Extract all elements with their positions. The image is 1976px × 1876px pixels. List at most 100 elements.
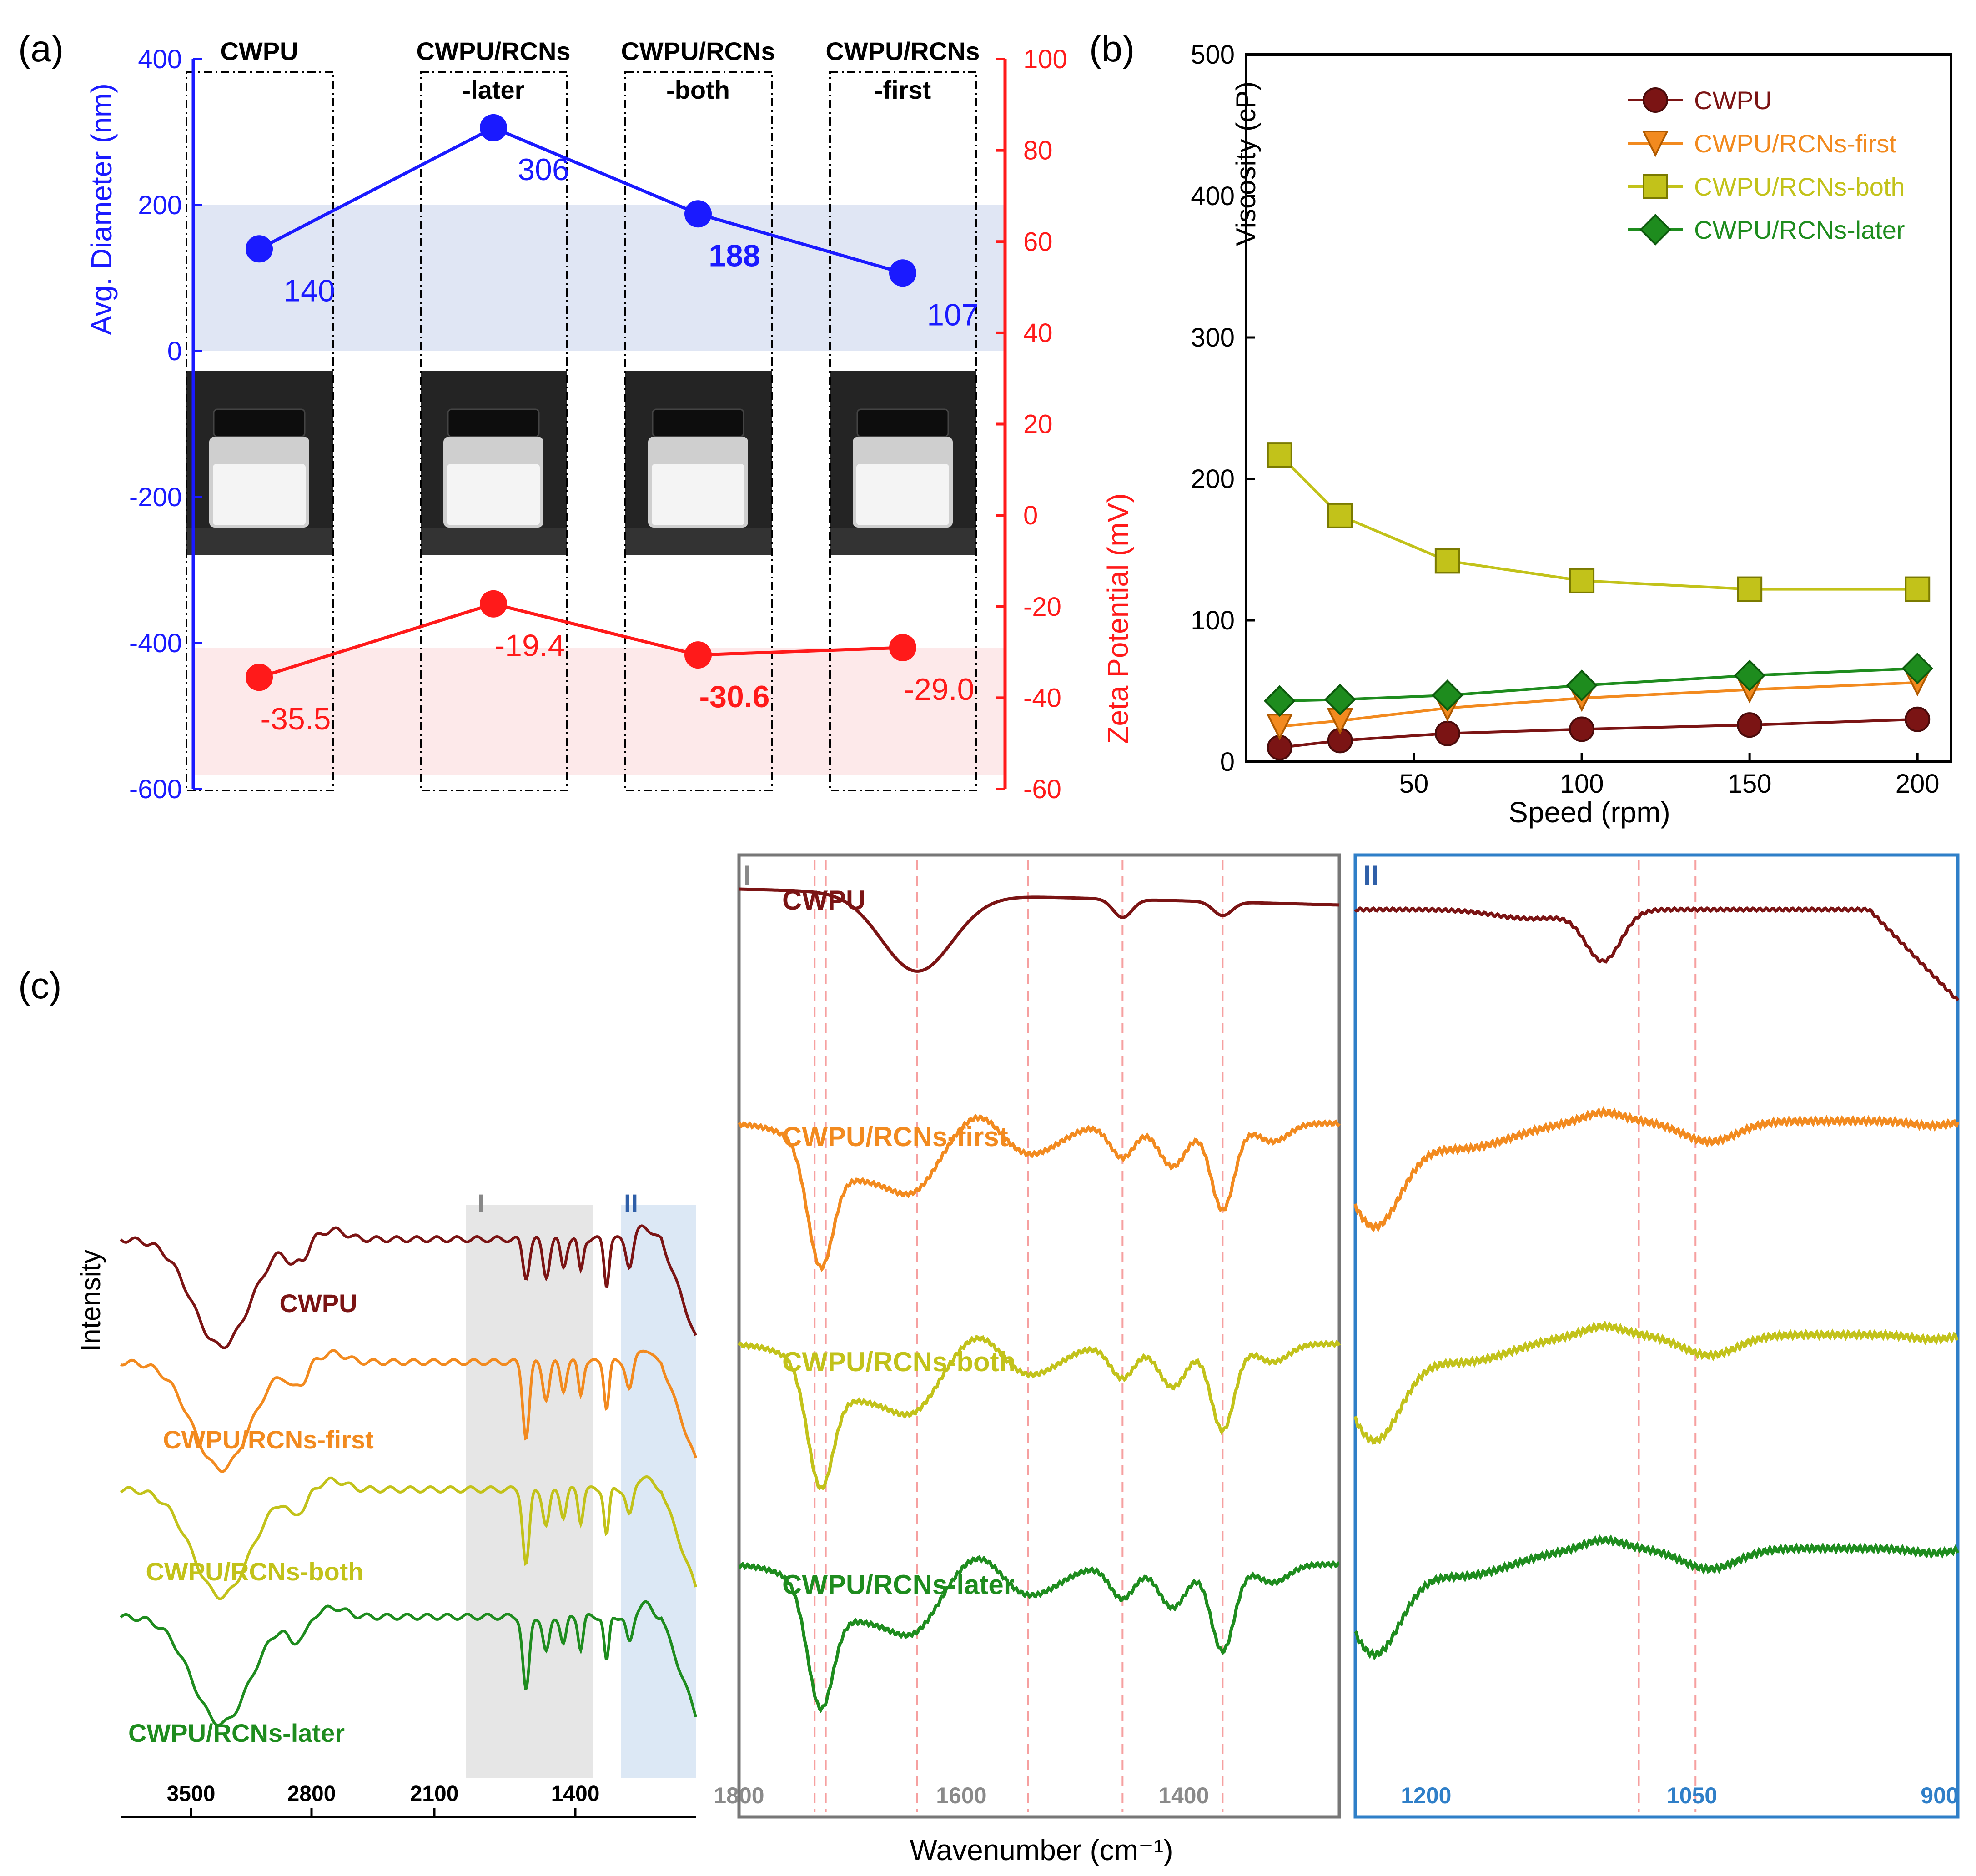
b-legend: CWPU CWPU/RCNs-first CWPU/RCNs-both CWPU/RC… bbox=[1628, 86, 1905, 246]
panel-c-label: (c) bbox=[18, 965, 62, 1006]
panel-a: (a) CWPU CWPU/RCNs-laterCWPU/RCNs-bothCWP… bbox=[18, 28, 1134, 804]
a-group-header-1-line-1: CWPU bbox=[220, 37, 298, 65]
c-zoomI-series-label: CWPU/RCNs-first bbox=[782, 1122, 1008, 1152]
b-x-tick-label: 150 bbox=[1728, 769, 1772, 799]
b-series-line bbox=[1279, 718, 1918, 749]
a-diameter-label: 306 bbox=[518, 152, 569, 187]
b-y-tick-label: 200 bbox=[1191, 464, 1235, 494]
b-point bbox=[1734, 659, 1765, 692]
c-zoomII-tick-label: 1050 bbox=[1667, 1783, 1717, 1808]
c-full-series-label: CWPU/RCNs-both bbox=[146, 1557, 363, 1586]
c-region-II-label: II bbox=[624, 1189, 638, 1217]
b-point bbox=[1324, 684, 1356, 715]
c-zoomI-series-label: CWPU/RCNs-later bbox=[782, 1569, 1014, 1600]
c-full-tick-label: 3500 bbox=[167, 1782, 216, 1806]
a-group-box-3 bbox=[624, 71, 773, 791]
a-group-box-2 bbox=[420, 71, 568, 791]
a-left-tick-label: 0 bbox=[167, 337, 182, 366]
b-y-tick-label: 300 bbox=[1191, 323, 1235, 352]
a-group-header-4-line-2: -first bbox=[875, 75, 931, 104]
a-diameter-label: 188 bbox=[709, 238, 760, 273]
a-group-header-2-line-2: -later bbox=[463, 75, 525, 104]
c-zoomI-tick-label: 1800 bbox=[714, 1783, 764, 1808]
c-zoomI-series-line bbox=[739, 887, 1340, 973]
c-region-I-band bbox=[466, 1205, 593, 1778]
a-right-axis-label: Zeta Potential (mV) bbox=[1101, 493, 1134, 744]
c-zoomI-series-label: CWPU bbox=[782, 885, 865, 915]
vial-emulsion bbox=[447, 464, 540, 525]
b-point bbox=[1569, 716, 1595, 742]
b-point bbox=[1643, 174, 1668, 199]
b-point bbox=[1905, 576, 1931, 602]
c-x-axis-label: Wavenumber (cm⁻¹) bbox=[910, 1834, 1173, 1866]
c-zoomII-series-line bbox=[1353, 1106, 1960, 1233]
a-diameter-point bbox=[246, 235, 273, 263]
b-point bbox=[1737, 712, 1763, 738]
a-diameter-point bbox=[889, 259, 916, 287]
b-y-tick-label: 400 bbox=[1191, 181, 1235, 211]
c-zoom-I-spectra: CWPU CWPU/RCNs-first CWPU/RCNs-both CWPU/RC… bbox=[714, 860, 1341, 1812]
a-right-tick-label: -20 bbox=[1023, 592, 1061, 622]
a-photo-4 bbox=[830, 371, 976, 555]
a-left-tick-label: 400 bbox=[138, 45, 182, 74]
a-group-box-1 bbox=[186, 71, 334, 791]
b-y-tick-label: 500 bbox=[1191, 40, 1235, 70]
a-group-headers: CWPU CWPU/RCNs -later CWPU/RCNs -both CWPU/RC… bbox=[220, 37, 980, 104]
c-full-series-label: CWPU bbox=[279, 1289, 357, 1318]
b-point bbox=[1642, 131, 1669, 157]
b-x-tick-label: 50 bbox=[1399, 769, 1429, 799]
a-group-header-4-line-1: CWPU/RCNs bbox=[825, 37, 980, 65]
a-photos bbox=[186, 371, 976, 555]
vial-cap bbox=[856, 408, 949, 438]
b-y-tick-label: 0 bbox=[1220, 747, 1235, 777]
c-full-tick-label: 2800 bbox=[287, 1782, 336, 1806]
c-y-axis-label: Intensity bbox=[75, 1250, 106, 1351]
a-band-0 bbox=[193, 205, 1005, 351]
panel-a-label: (a) bbox=[18, 28, 64, 70]
vial-cap bbox=[447, 408, 540, 438]
b-series bbox=[1263, 442, 1934, 760]
a-left-axis-label: Avg. Diameter (nm) bbox=[85, 83, 118, 335]
a-group-header-3-line-1: CWPU/RCNs bbox=[621, 37, 775, 65]
a-zeta-point bbox=[684, 641, 712, 669]
a-bands bbox=[193, 205, 1005, 775]
vial-cap bbox=[652, 408, 744, 438]
a-left-tick-label: -400 bbox=[129, 629, 182, 658]
b-series-line bbox=[1279, 681, 1918, 728]
b-y-axis-label: Viscosity (cP) bbox=[1231, 81, 1261, 246]
a-zeta-point bbox=[246, 664, 273, 691]
c-zoomI-series-line bbox=[739, 1555, 1340, 1713]
a-diameter-label: 140 bbox=[283, 273, 335, 308]
b-series-line bbox=[1278, 454, 1918, 591]
a-left-tick-label: -600 bbox=[129, 775, 182, 804]
a-right-tick-label: 40 bbox=[1023, 318, 1053, 348]
c-full-series-label: CWPU/RCNs-first bbox=[163, 1425, 374, 1454]
a-zeta-label: -30.6 bbox=[699, 679, 770, 714]
a-right-tick-label: 100 bbox=[1023, 45, 1067, 74]
c-zoom-I-label: I bbox=[744, 860, 751, 890]
a-right-tick-label: 0 bbox=[1023, 501, 1038, 530]
c-region-I-label: I bbox=[478, 1189, 485, 1217]
c-zoomII-tick-label: 900 bbox=[1921, 1783, 1958, 1808]
b-point bbox=[1639, 214, 1671, 246]
c-full-ticks: 3500 2800 2100 1400 bbox=[167, 1782, 599, 1817]
c-full-tick-label: 2100 bbox=[410, 1782, 459, 1806]
b-point bbox=[1901, 652, 1934, 684]
b-point bbox=[1643, 87, 1668, 113]
c-zoomII-series-line bbox=[1354, 1534, 1960, 1661]
a-group-header-3-line-2: -both bbox=[666, 75, 730, 104]
b-point bbox=[1432, 679, 1463, 711]
a-left-tick-label: -200 bbox=[129, 483, 182, 512]
a-photo-3 bbox=[625, 371, 772, 555]
a-series: 140 306 188 107 -35.5 -19.4 -30.6 -29.0 bbox=[246, 114, 979, 736]
a-right-tick-label: -40 bbox=[1023, 683, 1061, 713]
a-photo-2 bbox=[421, 371, 567, 555]
b-point bbox=[1905, 706, 1931, 732]
b-y-tick-label: 100 bbox=[1191, 606, 1235, 635]
b-point bbox=[1434, 548, 1460, 574]
a-group-box-4 bbox=[829, 71, 977, 791]
c-zoomI-series-label: CWPU/RCNs-both bbox=[782, 1347, 1016, 1377]
b-plot-frame bbox=[1245, 53, 1952, 763]
c-zoom-II-frame bbox=[1353, 853, 1960, 1819]
